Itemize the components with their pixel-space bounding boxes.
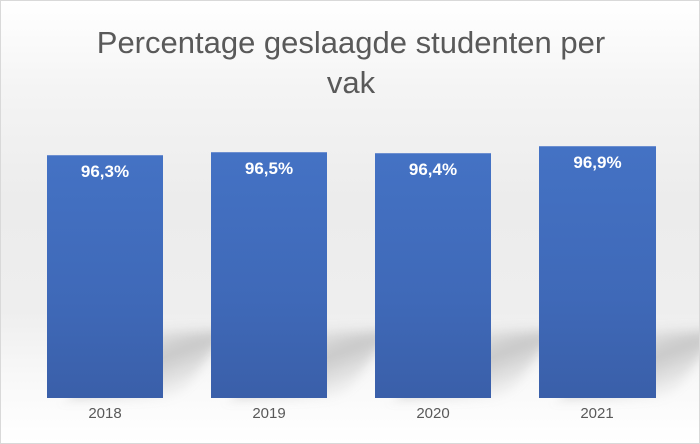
data-label: 96,9%: [573, 153, 622, 172]
x-tick-label: 2021: [580, 405, 614, 422]
chart-title-line-1: Percentage geslaagde studenten per: [96, 25, 606, 60]
data-label: 96,3%: [80, 162, 130, 181]
bar-2021[interactable]: 96,9%: [539, 146, 656, 398]
chart-title: Percentage geslaagde studenten per vak: [1, 23, 699, 103]
data-label: 96,5%: [244, 159, 294, 178]
bar-2018[interactable]: 96,3%: [47, 155, 163, 398]
x-tick-label: 2018: [88, 405, 122, 422]
chart-title-line-2: vak: [326, 65, 376, 100]
bar-2020[interactable]: 96,4%: [375, 153, 491, 398]
x-tick-label: 2020: [416, 405, 450, 422]
bar-2019[interactable]: 96,5%: [211, 152, 327, 398]
x-tick-label: 2019: [252, 405, 286, 422]
data-label: 96,4%: [408, 160, 458, 179]
